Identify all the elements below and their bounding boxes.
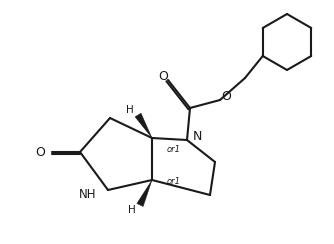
Text: H: H: [128, 205, 136, 215]
Text: H: H: [126, 105, 134, 115]
Polygon shape: [135, 113, 152, 138]
Text: O: O: [158, 70, 168, 82]
Polygon shape: [137, 180, 152, 206]
Text: O: O: [35, 145, 45, 159]
Text: or1: or1: [167, 145, 181, 154]
Text: O: O: [221, 90, 231, 102]
Text: or1: or1: [167, 177, 181, 186]
Text: N: N: [193, 130, 202, 142]
Text: NH: NH: [78, 189, 96, 202]
